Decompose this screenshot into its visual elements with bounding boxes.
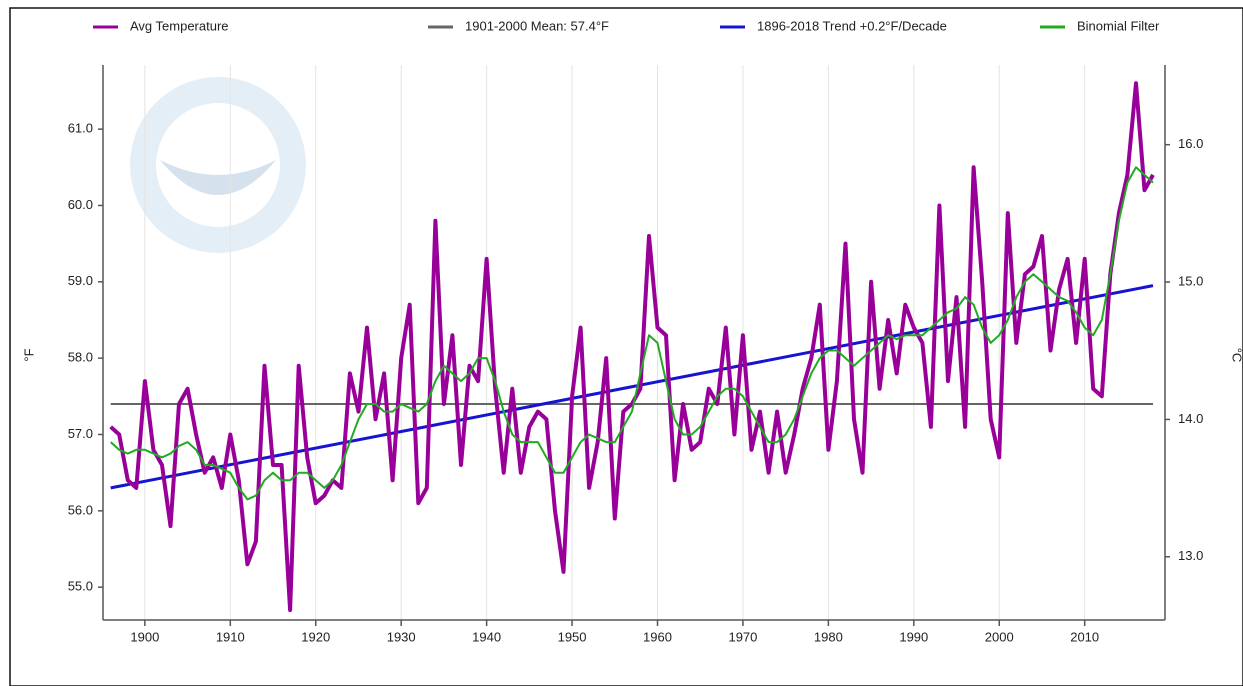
y-tick-label: 59.0 <box>68 273 93 288</box>
x-tick-label: 1920 <box>301 629 330 644</box>
legend-label: 1896-2018 Trend +0.2°F/Decade <box>757 18 947 33</box>
y2-tick-label: 13.0 <box>1178 548 1203 563</box>
y-tick-label: 60.0 <box>68 197 93 212</box>
legend-label: 1901-2000 Mean: 57.4°F <box>465 18 609 33</box>
x-tick-label: 1980 <box>814 629 843 644</box>
y2-axis-label: °C <box>1230 348 1243 363</box>
y-axis-label: °F <box>21 348 36 361</box>
x-tick-label: 1970 <box>728 629 757 644</box>
legend-label: Binomial Filter <box>1077 18 1160 33</box>
x-tick-label: 1910 <box>216 629 245 644</box>
logo <box>130 77 306 253</box>
x-tick-label: 1940 <box>472 629 501 644</box>
x-tick-label: 2000 <box>985 629 1014 644</box>
y2-tick-label: 14.0 <box>1178 411 1203 426</box>
x-tick-label: 1990 <box>899 629 928 644</box>
y-tick-label: 58.0 <box>68 350 93 365</box>
series-line <box>109 81 1155 613</box>
y-tick-label: 56.0 <box>68 502 93 517</box>
y2-tick-label: 16.0 <box>1178 136 1203 151</box>
y-tick-label: 57.0 <box>68 426 93 441</box>
series-line <box>110 166 1154 501</box>
x-tick-label: 1930 <box>387 629 416 644</box>
y-tick-label: 61.0 <box>68 121 93 136</box>
x-tick-label: 1950 <box>558 629 587 644</box>
x-tick-label: 1900 <box>130 629 159 644</box>
y2-tick-label: 15.0 <box>1178 273 1203 288</box>
x-tick-label: 1960 <box>643 629 672 644</box>
frame <box>9 7 1243 686</box>
y-tick-label: 55.0 <box>68 579 93 594</box>
legend-label: Avg Temperature <box>130 18 229 33</box>
x-tick-label: 2010 <box>1070 629 1099 644</box>
